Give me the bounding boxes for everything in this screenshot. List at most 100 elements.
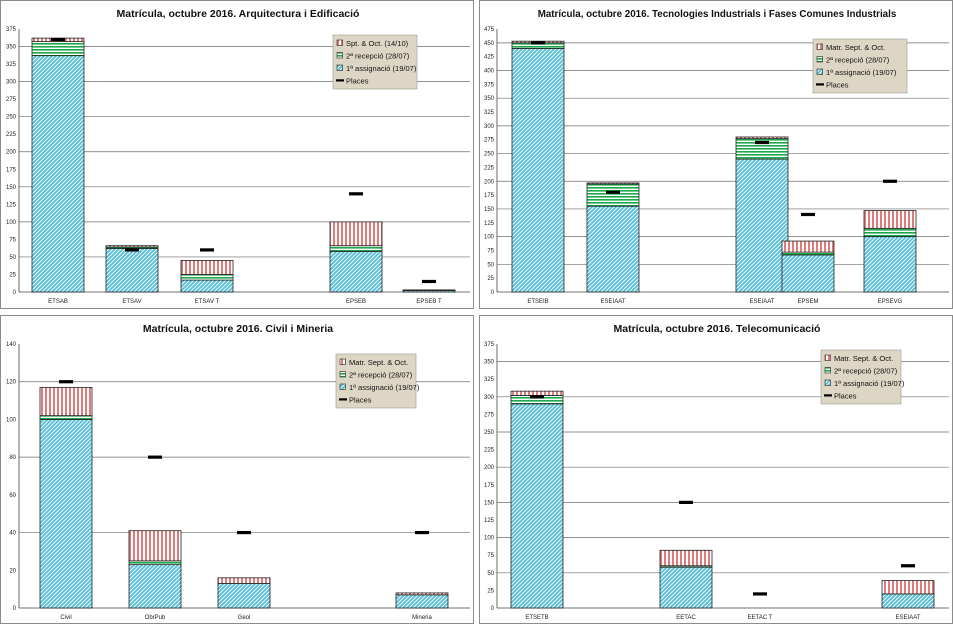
bar-segona-recepcio (781, 251, 835, 256)
legend-label: 2ª recepció (28/07) (834, 367, 898, 376)
bar-assignacio (735, 158, 789, 293)
y-tick-label: 350 (484, 96, 495, 102)
legend-segona-recepcio: 2ª recepció (28/07) (336, 52, 410, 61)
y-tick-label: 0 (13, 606, 17, 612)
y-tick-label: 175 (484, 193, 495, 199)
legend-label: Spt. & Oct. (14/10) (346, 39, 409, 48)
bar-segona-recepcio (128, 560, 182, 566)
legend: Matr. Sept. & Oct. 2ª recepció (28/07) 1ª … (335, 353, 420, 409)
y-tick-label: 100 (6, 417, 17, 423)
y-tick-label: 300 (484, 124, 495, 130)
y-tick-label: 275 (484, 138, 495, 144)
bar-sept-oct (510, 390, 564, 396)
places-marker (606, 190, 620, 194)
chart-title: Matrícula, octubre 2016. Telecomunicació (614, 323, 821, 335)
y-tick-label: 25 (487, 276, 494, 282)
chart-panel-tecnologies-industrials: Matrícula, octubre 2016. Tecnologies Ind… (479, 0, 953, 309)
y-tick-label: 50 (487, 262, 494, 268)
legend-label: Places (349, 396, 372, 405)
places-marker (801, 212, 815, 217)
bar-segona-recepcio (31, 41, 85, 57)
bar-assignacio (217, 583, 271, 609)
y-tick-label: 200 (484, 179, 495, 185)
legend-box (332, 34, 418, 90)
y-tick-label: 325 (484, 110, 495, 116)
y-tick-label: 175 (6, 167, 17, 173)
chart-panel-civil-mineria: Matrícula, octubre 2016. Civil i Mineria… (0, 315, 474, 624)
legend-places: Places (339, 396, 372, 405)
legend-assignacio: 1ª assignació (19/07) (339, 383, 420, 392)
bar-sept-oct (881, 580, 935, 595)
x-tick-label: ESEIAAT (601, 299, 626, 305)
y-tick-label: 450 (484, 41, 495, 47)
places-marker (753, 592, 767, 596)
legend-swatch (816, 56, 823, 63)
bar-assignacio (586, 205, 640, 293)
bar-sept-oct (128, 530, 182, 562)
bar-assignacio (510, 403, 564, 609)
bar-assignacio (659, 566, 713, 609)
y-tick-label: 150 (484, 207, 495, 213)
y-tick-label: 0 (13, 290, 17, 296)
y-tick-label: 375 (484, 342, 495, 348)
y-tick-label: 300 (484, 395, 495, 401)
y-tick-label: 275 (484, 412, 495, 418)
legend-swatch (824, 379, 831, 386)
places-marker (59, 380, 73, 384)
places-marker (422, 279, 436, 284)
chart-arquitectura-svg: Matrícula, octubre 2016. Arquitectura i … (6, 8, 470, 305)
y-tick-label: 0 (491, 290, 495, 296)
y-tick-label: 100 (484, 536, 495, 542)
bar-sept-oct (586, 182, 640, 185)
legend-label: 1ª assignació (19/07) (834, 379, 905, 388)
legend-swatch (336, 39, 343, 46)
x-tick-label: Civil (60, 615, 71, 621)
bar-sept-oct (217, 577, 271, 584)
bar-sept-oct (659, 549, 713, 567)
legend-label: Matr. Sept. & Oct. (349, 358, 408, 367)
x-tick-label: ETSAV T (195, 299, 220, 305)
chart-title: Matrícula, octubre 2016. Civil i Mineria (143, 323, 333, 335)
x-tick-label: EETAC T (748, 615, 773, 621)
legend-label: 2ª recepció (28/07) (349, 371, 413, 380)
y-tick-label: 140 (6, 342, 17, 348)
bar-assignacio (511, 47, 565, 293)
y-tick-label: 250 (6, 115, 17, 121)
legend-swatch (336, 64, 343, 71)
legend-label: Places (346, 77, 369, 86)
legend: Matr. Sept. & Oct. 2ª recepció (28/07) 1ª … (820, 349, 905, 405)
bar-assignacio (31, 55, 85, 293)
y-tick-label: 375 (6, 27, 17, 33)
bar-assignacio (128, 564, 182, 609)
places-marker (51, 37, 65, 42)
chart-civil-svg: Matrícula, octubre 2016. Civil i Mineria… (6, 323, 470, 621)
y-tick-label: 325 (6, 62, 17, 68)
bar-sept-oct (735, 136, 789, 140)
bar-assignacio (395, 594, 449, 609)
legend-sept-oct: Matr. Sept. & Oct. (824, 354, 893, 363)
x-tick-label: ETSAB (48, 299, 68, 305)
x-tick-label: Mineria (412, 615, 432, 621)
legend-swatch (339, 383, 346, 390)
x-tick-label: EPSEB T (416, 299, 442, 305)
y-tick-label: 75 (487, 553, 494, 559)
x-tick-label: EPSEB (346, 299, 366, 305)
legend-sept-oct: Matr. Sept. & Oct. (816, 43, 885, 52)
y-tick-label: 400 (484, 69, 495, 75)
places-marker (530, 395, 544, 399)
y-tick-label: 375 (484, 82, 495, 88)
x-tick-label: EPSEM (797, 299, 818, 305)
chart-panel-telecomunicacio: Matrícula, octubre 2016. Telecomunicació… (479, 315, 953, 624)
y-tick-label: 200 (6, 150, 17, 156)
legend-places: Places (336, 77, 369, 86)
y-tick-label: 100 (6, 220, 17, 226)
legend-assignacio: 1ª assignació (19/07) (816, 68, 897, 77)
legend-label: Places (826, 81, 849, 90)
legend-swatch (824, 394, 832, 397)
y-tick-label: 120 (6, 380, 17, 386)
bar-sept-oct (395, 592, 449, 596)
legend-swatch (339, 398, 347, 401)
chart-title: Matrícula, octubre 2016. Tecnologies Ind… (538, 9, 897, 20)
places-marker (415, 530, 429, 535)
legend-segona-recepcio: 2ª recepció (28/07) (824, 367, 898, 376)
